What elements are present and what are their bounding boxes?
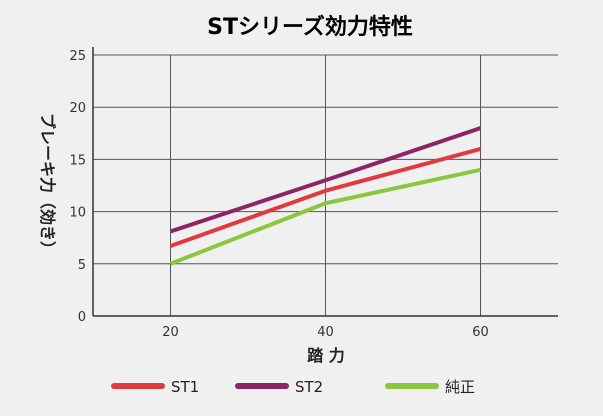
legend-label-3: 純正 [445,378,475,396]
y-tick-label: 0 [78,310,86,325]
grid [93,54,558,316]
y-axis-label: ブレーキ力（効き） [38,113,57,257]
y-tick-label: 25 [69,49,86,64]
x-tick-label: 60 [472,325,489,340]
series-lines [169,126,482,266]
chart-title: STシリーズ効力特性 [207,14,413,40]
y-tick-label: 10 [69,206,86,221]
legend-label-1: ST1 [171,378,199,396]
y-tick-label: 15 [69,153,86,168]
legend: ST1 ST2 純正 [111,378,475,396]
axes [92,47,558,317]
series-line-1 [169,147,482,248]
x-tick-label: 20 [162,325,179,340]
y-tick-label: 20 [69,101,86,116]
x-axis-label: 踏 力 [307,346,345,365]
x-tick-label: 40 [317,325,334,340]
series-line-2 [169,126,482,234]
series-line-3 [169,167,481,266]
tick-labels: 0 5 10 15 20 25 20 40 60 [69,49,488,340]
legend-label-2: ST2 [295,378,323,396]
y-tick-label: 5 [78,258,86,273]
